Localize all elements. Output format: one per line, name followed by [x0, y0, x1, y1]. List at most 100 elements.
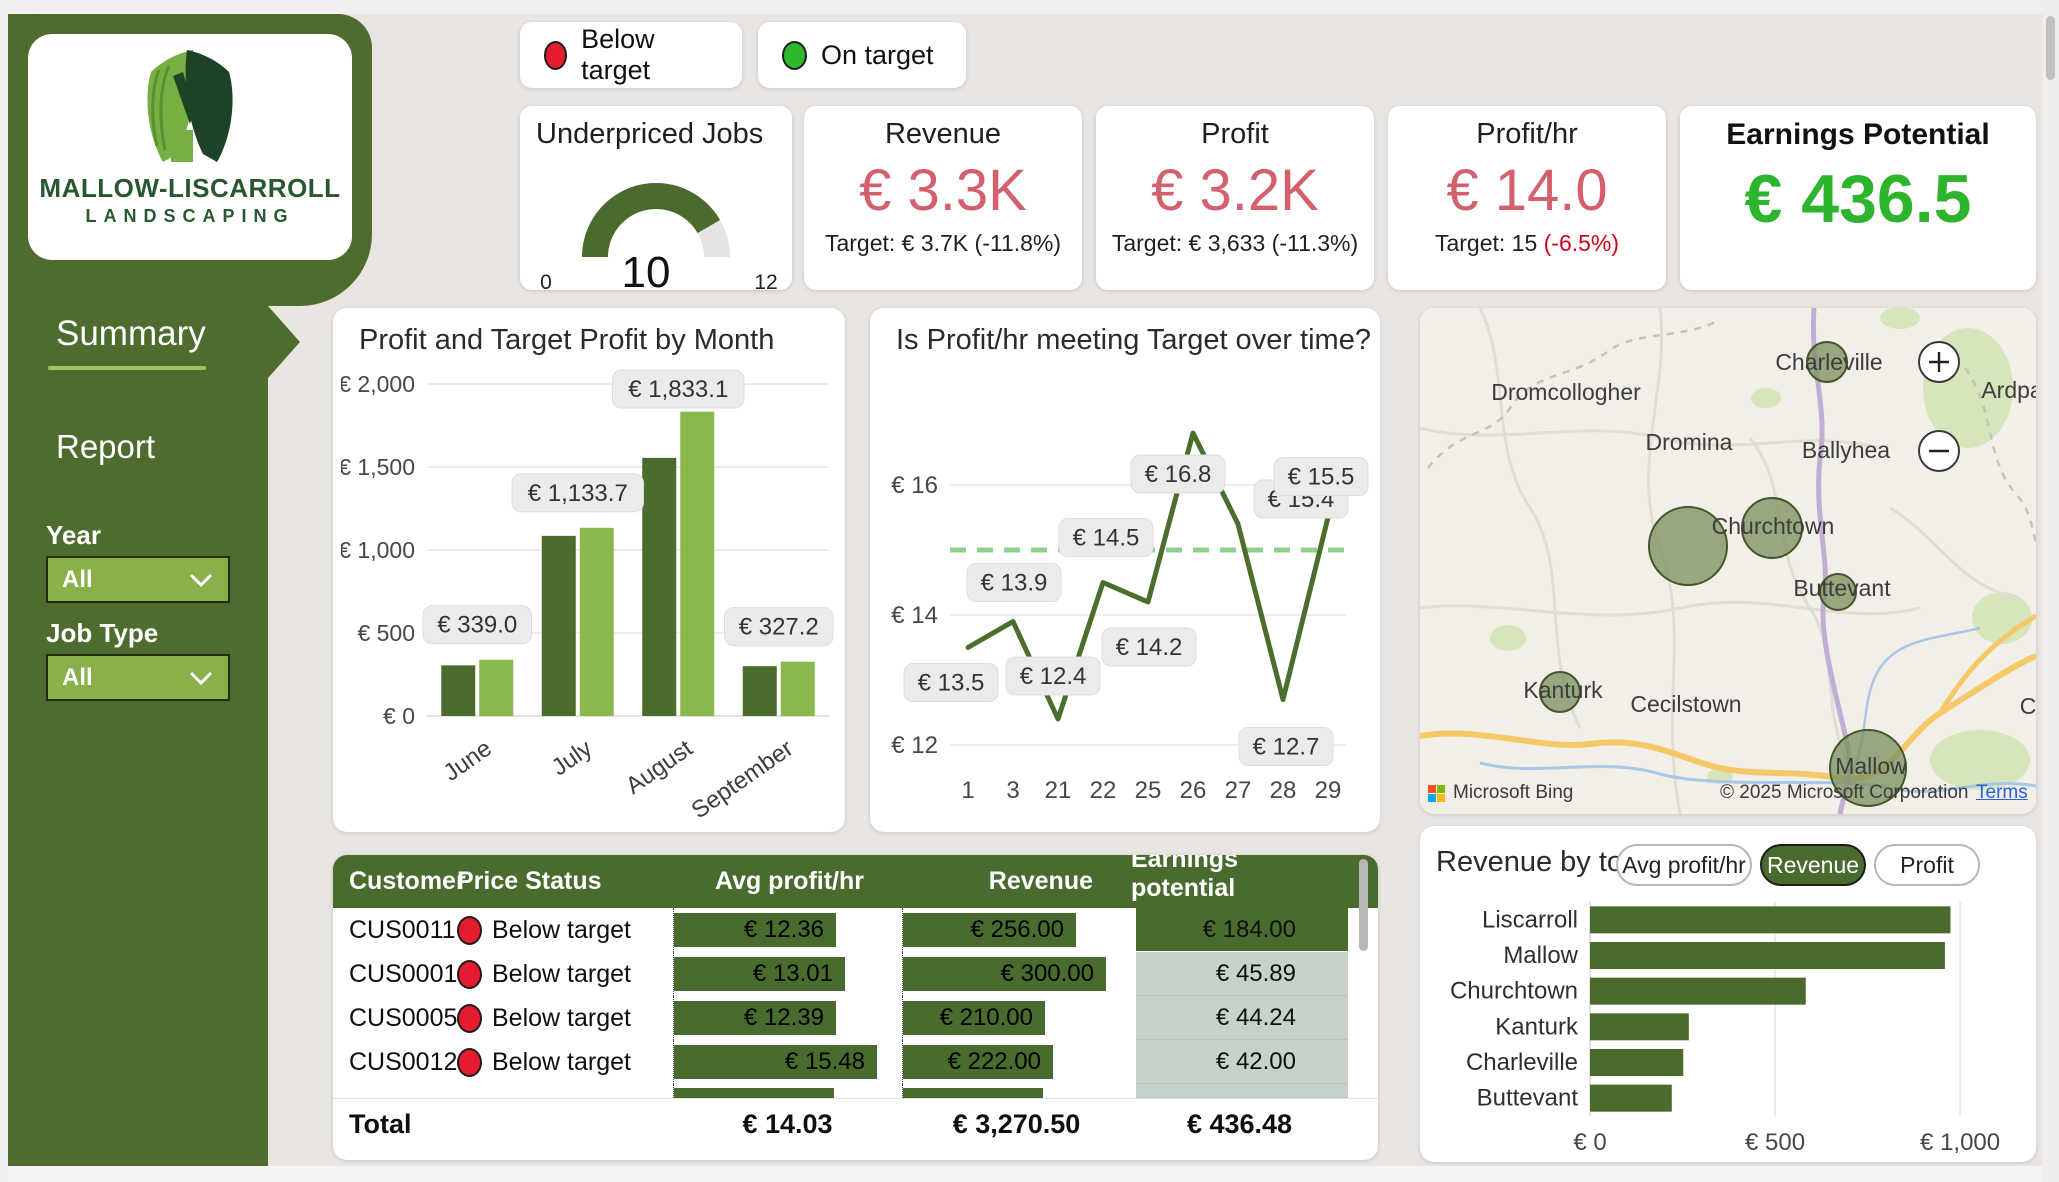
col-header-customer[interactable]: Customer: [349, 867, 466, 895]
map-zoom-in-button[interactable]: [1918, 341, 1960, 383]
town-revenue-bar[interactable]: [1590, 1084, 1672, 1112]
town-revenue-bar[interactable]: [1590, 942, 1945, 969]
target-profit-bar[interactable]: [780, 661, 815, 716]
legend-below-target[interactable]: Below target: [520, 22, 742, 88]
data-label-pill: [1238, 727, 1334, 766]
toggle-revenue-button[interactable]: Revenue: [1760, 844, 1866, 886]
col-header-revenue[interactable]: Revenue: [988, 867, 1093, 895]
table-row[interactable]: CUS0011 Below target € 12.36 € 256.00 € 184.…: [333, 908, 1378, 952]
town-revenue-bar[interactable]: [1590, 906, 1951, 934]
map-bubble-charleville[interactable]: [1806, 341, 1848, 383]
table-scrollbar-thumb[interactable]: [1359, 859, 1368, 951]
svg-text:€ 14.5: € 14.5: [1073, 525, 1140, 552]
data-label-pill: [903, 663, 999, 702]
map-bubble-liscarroll[interactable]: [1648, 506, 1728, 586]
underpriced-jobs-card[interactable]: Underpriced Jobs 0 12 10: [520, 106, 792, 297]
profit-hr-kpi-card[interactable]: Profit/hr € 14.0 Target: 15 (-6.5%): [1388, 106, 1666, 290]
profit-by-month-chart[interactable]: € 0 € 500 € 1,000 € 1,500 € 2,000 June July Aug…: [341, 368, 837, 824]
svg-text:12: 12: [754, 271, 777, 293]
table-row[interactable]: CUS0012 Below target € 15.48 € 222.00 € 42.0…: [333, 1040, 1378, 1084]
avg-profit-bar[interactable]: € 12.39: [674, 1001, 836, 1035]
earnings-potential-card[interactable]: Earnings Potential € 436.5: [1680, 106, 2036, 290]
sidebar-item-summary[interactable]: Summary: [56, 314, 206, 353]
revenue-bar[interactable]: € 300.00: [903, 957, 1106, 991]
table-row[interactable]: CUS0005 Below target € 12.39 € 210.00 € 44.2…: [333, 996, 1378, 1040]
col-header-earnings[interactable]: Earnings potential ▼: [1131, 855, 1348, 919]
red-status-dot-icon: [457, 1047, 482, 1077]
customer-id: CUS0011: [349, 915, 456, 944]
table-header-row: Customer Price Status Avg profit/hr Reve…: [333, 855, 1378, 919]
svg-text:Kanturk: Kanturk: [1523, 677, 1603, 703]
earnings-cell: € 44.24: [1136, 996, 1348, 1040]
table-total-row: Total € 14.03 € 3,270.50 € 436.48: [333, 1098, 1378, 1149]
top-margin-strip: [0, 0, 2059, 14]
svg-text:3: 3: [1006, 777, 1019, 804]
svg-text:Charleville: Charleville: [1466, 1049, 1578, 1076]
map-bubble-buttevant[interactable]: [1819, 573, 1857, 611]
sidebar-item-report[interactable]: Report: [56, 428, 156, 465]
page-scrollbar-track[interactable]: [2042, 0, 2059, 1182]
profit-kpi-card[interactable]: Profit € 3.2K Target: € 3,633 (-11.3%): [1096, 106, 1374, 290]
town-revenue-bar[interactable]: [1590, 1049, 1684, 1076]
company-logo: MALLOW-LISCARROLL LANDSCAPING: [28, 34, 352, 260]
map-bubble-kanturk[interactable]: [1539, 671, 1581, 713]
revenue-by-town-card: Revenue by town Avg profit/hr Revenue Pr…: [1420, 826, 2036, 1162]
year-filter-dropdown[interactable]: All: [46, 556, 230, 603]
toggle-profit-button[interactable]: Profit: [1874, 844, 1980, 886]
svg-text:€ 15.5: € 15.5: [1288, 464, 1355, 491]
earnings-cell: € 45.89: [1136, 952, 1348, 996]
town-revenue-bar[interactable]: [1590, 977, 1806, 1005]
revenue-bar[interactable]: € 222.00: [903, 1045, 1053, 1079]
leaf-m-logo-icon: [147, 50, 233, 162]
kpi-value: € 3.3K: [859, 158, 1027, 223]
map-zoom-out-button[interactable]: [1918, 430, 1960, 472]
table-row[interactable]: CUS0001 Below target € 13.01 € 300.00 € 45.8…: [333, 952, 1378, 996]
target-profit-bar[interactable]: [579, 527, 614, 716]
town-revenue-bar[interactable]: [1590, 1013, 1689, 1041]
table-row-partial[interactable]: [333, 1084, 1378, 1098]
kpi-title: Profit/hr: [1476, 118, 1578, 150]
revenue-map-card: Dromcollogher Dromina Charleville Ballyhea C…: [1420, 308, 2036, 814]
col-header-price-status[interactable]: Price Status: [457, 867, 602, 895]
svg-text:1: 1: [961, 777, 974, 804]
svg-text:July: July: [547, 735, 597, 782]
svg-text:€ 339.0: € 339.0: [437, 612, 517, 639]
map-bubble-mallow[interactable]: [1829, 729, 1907, 807]
col-header-avg-profit[interactable]: Avg profit/hr: [714, 867, 864, 895]
profit-bar[interactable]: [642, 457, 677, 716]
revenue-kpi-card[interactable]: Revenue € 3.3K Target: € 3.7K (-11.8%): [804, 106, 1082, 290]
kpi-title: Revenue: [884, 118, 1002, 150]
avg-profit-bar[interactable]: € 12.36: [674, 913, 836, 947]
profit-bar[interactable]: [541, 535, 576, 716]
jobtype-filter-dropdown[interactable]: All: [46, 654, 230, 701]
revenue-bar[interactable]: € 210.00: [903, 1001, 1045, 1035]
avg-profit-bar[interactable]: € 13.01: [674, 957, 845, 991]
svg-text:€ 1,833.1: € 1,833.1: [628, 376, 728, 403]
plus-icon: [1929, 352, 1949, 372]
svg-text:Buttevant: Buttevant: [1793, 575, 1891, 601]
target-profit-bar[interactable]: [680, 411, 715, 716]
target-profit-bar[interactable]: [479, 659, 514, 716]
svg-text:28: 28: [1270, 777, 1297, 804]
profit-bar[interactable]: [441, 665, 476, 716]
profit-bar[interactable]: [742, 666, 777, 716]
county-boundary: [1427, 318, 1721, 469]
profit-hr-trend-chart[interactable]: € 12 € 14 € 16 1 3 21 22 25 26 27 28 29 € 13.5 € 13.9…: [878, 366, 1372, 824]
kpi-value: € 436.5: [1744, 161, 1972, 237]
profit-hr-trend-card: Is Profit/hr meeting Target over time? €…: [870, 308, 1380, 832]
avg-profit-bar[interactable]: € 15.48: [674, 1045, 877, 1079]
revenue-by-town-chart[interactable]: € 0 € 500 € 1,000 Liscarroll Mallow Churchtow…: [1420, 894, 2036, 1158]
map-terms-link[interactable]: Terms: [1976, 782, 2028, 803]
earnings-cell: € 184.00: [1136, 908, 1348, 952]
profit-by-month-card: Profit and Target Profit by Month € 0 € 5…: [333, 308, 845, 832]
page-scrollbar-thumb[interactable]: [2046, 16, 2055, 80]
profit-hr-line[interactable]: [965, 430, 1331, 722]
revenue-bar[interactable]: € 256.00: [903, 913, 1076, 947]
customer-id: CUS0012: [349, 1047, 458, 1076]
data-label-pill: [724, 607, 834, 647]
toggle-avg-profit-hr-button[interactable]: Avg profit/hr: [1616, 844, 1752, 886]
legend-on-target[interactable]: On target: [758, 22, 966, 88]
river: [1479, 761, 2036, 793]
map-bubble-churchtown[interactable]: [1741, 497, 1803, 559]
